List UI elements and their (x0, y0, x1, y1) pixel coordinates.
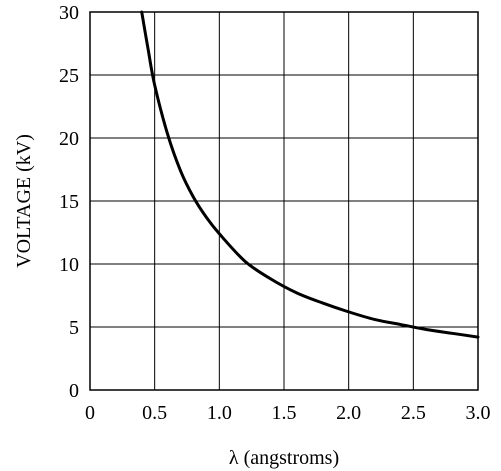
x-tick-label: 1.0 (207, 402, 232, 424)
y-axis-label: VOLTAGE (kV) (13, 134, 35, 268)
y-tick-label: 0 (69, 380, 79, 402)
y-tick-label: 5 (69, 317, 79, 339)
y-tick-label: 30 (59, 2, 79, 24)
y-tick-label: 10 (59, 254, 79, 276)
y-tick-labels: 0 5 10 15 20 25 30 (59, 2, 79, 402)
x-tick-label: 3.0 (466, 402, 491, 424)
grid (89, 11, 479, 391)
x-tick-label: 1.5 (272, 402, 297, 424)
y-tick-label: 25 (59, 65, 79, 87)
y-tick-label: 15 (59, 191, 79, 213)
x-axis-label: λ (angstroms) (229, 447, 339, 469)
y-tick-label: 20 (59, 128, 79, 150)
series-line (140, 10, 480, 339)
x-tick-label: 2.5 (401, 402, 426, 424)
x-tick-label: 0 (85, 402, 95, 424)
x-tick-label: 2.0 (336, 402, 361, 424)
x-tick-labels: 0 0.5 1.0 1.5 2.0 2.5 3.0 (85, 402, 491, 424)
plot-frame (89, 11, 479, 391)
x-tick-label: 0.5 (142, 402, 167, 424)
